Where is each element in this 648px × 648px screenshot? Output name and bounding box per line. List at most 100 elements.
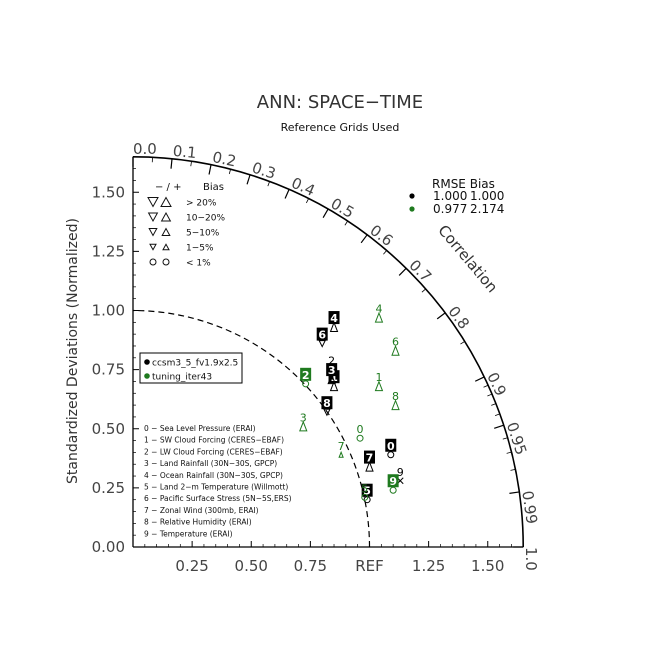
bias-legend-row-label: > 20% [186,199,217,209]
point-marker-triangle-up [391,399,400,411]
data-point: 4 [374,303,384,323]
correlation-major-tick [436,312,446,320]
correlation-tick-label: 0.0 [133,140,157,158]
variable-legend-item: 3 − Land Rainfall (30N−30S, GPCP) [144,459,277,468]
y-tick-label: 0.75 [92,361,125,379]
correlation-major-tick [474,376,485,382]
correlation-minor-tick [383,250,387,255]
ref-label: REF [355,557,384,575]
data-point: 9 [387,474,399,494]
correlation-minor-tick [190,161,192,167]
data-point: 3 [326,363,338,385]
point-label-box [300,367,312,381]
variable-legend-item: 6 − Pacific Surface Stress (5N−5S,ERS) [144,494,292,503]
y-tick-label: 0.25 [92,479,125,497]
correlation-minor-tick [421,288,426,293]
correlation-minor-tick [491,403,497,406]
data-point: 5 [361,483,373,504]
data-point: 5 [361,482,369,501]
bias-legend-row-label: 1−5% [186,244,214,254]
point-marker-circle [361,493,369,501]
point-label: 8 [392,390,399,403]
correlation-minor-tick [483,384,489,388]
bias-legend-up-icon [161,227,171,236]
variable-legend: 0 − Sea Level Pressure (ERAI) 1 − SW Clou… [144,424,292,538]
point-label-box [364,450,375,464]
correlation-tick-label: 0.1 [172,142,198,162]
correlation-tick-label: 1.0 [522,547,540,571]
case-legend-box [139,352,243,384]
bias-legend-up-icon [160,211,172,222]
bias-legend-header-label: Bias [203,182,224,193]
correlation-tick-label: 0.3 [250,159,278,183]
correlation-minor-tick [494,413,500,416]
correlation-major-tick [246,174,251,185]
point-label: 7 [338,440,345,453]
correlation-tick-label: 0.2 [211,148,238,170]
point-label-box [328,311,340,325]
correlation-tick-label: 0.8 [444,303,473,333]
variable-legend-item: 8 − Relative Humidity (ERAI) [144,518,252,527]
bias-legend-header-symbols: − / + [155,182,181,193]
case-legend-dot [144,373,150,379]
y-tick-label: 1.00 [92,302,125,320]
rmse-table-value: 0.977 [433,202,467,216]
correlation-tick-label: 0.6 [367,221,397,250]
data-point: 7 [338,440,345,458]
data-point: 3 [299,411,308,432]
data-point: 6 [316,327,328,348]
correlation-tick-label: 0.5 [328,194,358,222]
bias-legend-down-icon [147,212,159,223]
bias-legend-circle-icon [162,258,170,266]
point-label-box [328,370,340,384]
correlation-tick-label: 0.4 [289,174,318,200]
point-label: 6 [392,336,399,349]
x-tick-label: 0.50 [235,557,268,575]
data-point: 6 [391,336,400,356]
bias-legend-up-icon [162,243,170,251]
x-tick-label: 0.25 [175,557,208,575]
variable-legend-item: 4 − Ocean Rainfall (30N−30S, GPCP) [144,471,283,480]
point-label: 9 [397,466,404,479]
correlation-minor-tick [305,198,309,204]
variable-legend-item: 1 − SW Cloud Forcing (CERES−EBAF) [144,436,284,445]
variable-legend-item: 9 − Temperature (ERAI) [144,529,233,538]
point-label: 1 [330,371,338,384]
chart-subtitle: Reference Grids Used [281,121,400,134]
point-marker-triangle-up [374,311,384,323]
case-legend-label: ccsm3_5_fv1.9x2.5 [152,359,238,369]
point-label-box [387,474,399,488]
point-label: 4 [375,303,382,316]
variable-legend-item: 0 − Sea Level Pressure (ERAI) [144,424,256,433]
point-marker-triangle-up [329,321,339,333]
data-point: 4 [328,311,340,333]
correlation-minor-tick [460,341,465,345]
point-marker-triangle-up [365,460,374,472]
correlation-major-tick [494,424,504,429]
chart-title: ANN: SPACE−TIME [257,92,423,113]
point-label-box [326,363,338,377]
point-label-box [385,438,397,452]
point-label: 2 [328,355,335,368]
point-marker-triangle-up [338,450,344,458]
correlation-minor-tick [502,437,508,440]
correlation-major-tick [284,189,290,199]
bias-legend-up-icon [160,196,172,207]
point-label: 7 [366,452,374,465]
bias-legend-down-icon [148,228,158,237]
point-label: 8 [323,397,331,410]
outer-arc [132,155,525,548]
point-label: 4 [330,312,338,325]
y-tick-label: 1.50 [92,183,125,201]
point-marker-circle [356,434,364,442]
point-label-box [321,396,333,410]
point-label: 5 [361,482,368,495]
point-marker-triangle-up [327,373,336,385]
variable-legend-item: 5 − Land 2−m Temperature (Willmott) [144,483,288,492]
point-marker-triangle-up [374,380,384,392]
point-marker-triangle-up [299,420,308,432]
correlation-tick-label: 0.7 [405,256,435,286]
bias-legend: − / + Bias > 20% 10−20% 5−10% 1−5% < 1% [147,182,225,269]
